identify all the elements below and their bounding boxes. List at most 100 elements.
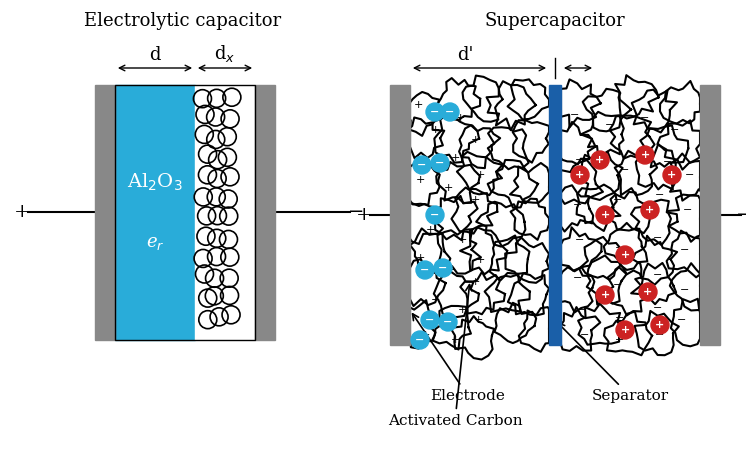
Text: +: + <box>475 255 485 265</box>
Text: −: − <box>680 245 690 255</box>
Text: Al$_2$O$_3$: Al$_2$O$_3$ <box>128 171 183 193</box>
Text: +: + <box>455 113 465 123</box>
Text: +: + <box>473 315 483 325</box>
Text: −: − <box>580 330 589 340</box>
Text: +: + <box>457 235 467 245</box>
Text: −: − <box>663 157 673 167</box>
Text: −: − <box>605 120 615 130</box>
Circle shape <box>431 154 449 172</box>
Text: −: − <box>575 235 585 245</box>
Circle shape <box>591 151 609 169</box>
Text: Activated Carbon: Activated Carbon <box>388 285 522 428</box>
Text: −: − <box>671 125 680 135</box>
Text: −: − <box>439 263 448 273</box>
Text: +: + <box>475 170 485 180</box>
Text: −: − <box>677 315 686 325</box>
Text: +: + <box>643 287 653 297</box>
Circle shape <box>596 206 614 224</box>
Text: −: − <box>420 265 430 275</box>
Text: −: − <box>683 205 693 215</box>
Text: Electrode: Electrode <box>413 314 506 403</box>
Text: +: + <box>416 253 424 263</box>
Text: +: + <box>601 290 609 300</box>
Text: +: + <box>451 335 460 345</box>
Circle shape <box>426 206 444 224</box>
Circle shape <box>636 146 654 164</box>
Circle shape <box>441 103 459 121</box>
Text: −: − <box>570 110 580 120</box>
Text: +: + <box>425 225 435 235</box>
Text: Electrolytic capacitor: Electrolytic capacitor <box>84 12 281 30</box>
Text: +: + <box>668 170 677 180</box>
Bar <box>115 85 255 340</box>
Text: −: − <box>613 195 623 205</box>
Text: −: − <box>445 107 455 117</box>
Text: +: + <box>457 305 467 315</box>
Text: +: + <box>470 277 480 287</box>
Text: −: − <box>615 335 624 345</box>
Text: +: + <box>645 205 655 215</box>
Text: −: − <box>430 107 439 117</box>
Text: +: + <box>656 320 665 330</box>
Text: +: + <box>413 100 423 110</box>
Text: +: + <box>430 125 439 135</box>
Text: Supercapacitor: Supercapacitor <box>485 12 625 30</box>
Bar <box>255 85 275 340</box>
Text: −: − <box>621 165 630 175</box>
Text: d': d' <box>457 46 474 64</box>
Text: +: + <box>416 175 424 185</box>
Text: −: − <box>430 210 439 220</box>
Circle shape <box>434 259 452 277</box>
Text: +: + <box>470 135 480 145</box>
Text: −: − <box>680 285 690 295</box>
Text: +: + <box>443 183 453 193</box>
Circle shape <box>616 321 634 339</box>
Text: d: d <box>149 46 160 64</box>
Text: +: + <box>575 170 585 180</box>
Text: +: + <box>621 325 630 335</box>
Text: −: − <box>653 303 662 313</box>
Circle shape <box>639 283 657 301</box>
Text: −: − <box>655 330 665 340</box>
Text: −: − <box>574 273 583 283</box>
Text: −: − <box>577 305 586 315</box>
Text: +: + <box>430 295 439 305</box>
Text: +: + <box>601 210 609 220</box>
Bar <box>95 85 115 340</box>
Text: +: + <box>621 250 630 260</box>
Text: −: − <box>736 206 746 224</box>
Circle shape <box>421 311 439 329</box>
Text: −: − <box>613 280 623 290</box>
Text: −: − <box>640 113 650 123</box>
Text: −: − <box>443 317 453 327</box>
Bar <box>410 85 700 345</box>
Text: −: − <box>615 313 624 323</box>
Circle shape <box>596 286 614 304</box>
Text: e$_r$: e$_r$ <box>145 234 164 252</box>
Circle shape <box>571 166 589 184</box>
Text: −: − <box>417 160 427 170</box>
Circle shape <box>663 166 681 184</box>
Bar <box>115 85 195 340</box>
Text: −: − <box>574 200 583 210</box>
Text: +: + <box>356 206 372 224</box>
Text: −: − <box>655 190 665 200</box>
Circle shape <box>641 201 659 219</box>
Text: −: − <box>575 155 585 165</box>
Text: −: − <box>653 233 662 243</box>
Circle shape <box>616 246 634 264</box>
Circle shape <box>413 156 431 174</box>
Text: +: + <box>445 265 455 275</box>
Bar <box>390 85 410 345</box>
Text: +: + <box>595 155 604 165</box>
Text: +: + <box>13 203 31 221</box>
Text: −: − <box>425 315 435 325</box>
Circle shape <box>651 316 669 334</box>
Text: −: − <box>348 203 364 221</box>
Text: d$_x$: d$_x$ <box>214 43 236 64</box>
Text: +: + <box>640 150 650 160</box>
Text: −: − <box>416 335 424 345</box>
Bar <box>549 85 561 345</box>
Text: +: + <box>470 195 480 205</box>
Text: −: − <box>686 170 695 180</box>
